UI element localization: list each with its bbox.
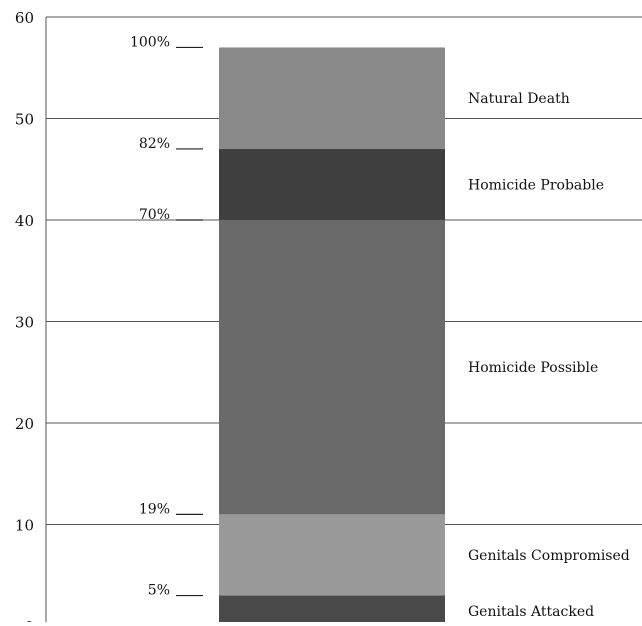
bar-segment	[219, 47, 445, 149]
y-tick-label: 10	[15, 517, 34, 535]
y-tick-label: 60	[15, 9, 34, 27]
percent-marker-label: 100%	[130, 34, 170, 50]
segment-label: Homicide Possible	[468, 360, 598, 376]
segment-label: Natural Death	[468, 91, 570, 107]
bar-segment	[219, 514, 445, 596]
y-tick-label: 0	[24, 618, 34, 622]
percent-marker-label: 5%	[148, 583, 170, 599]
bar-segment	[219, 220, 445, 515]
y-tick-label: 30	[15, 314, 34, 332]
y-tick-label: 50	[15, 111, 34, 129]
segment-label: Genitals Compromised	[468, 548, 630, 564]
y-tick-label: 20	[15, 415, 34, 433]
segment-labels: Genitals Attacked Genitals Compromised Hom…	[468, 91, 630, 620]
segment-label: Genitals Attacked	[468, 604, 594, 620]
y-tick-label: 40	[15, 212, 34, 230]
percent-markers: 5% 19% 70% 82% 100%	[130, 34, 203, 599]
y-axis: 0 10 20 30 40 50 60	[15, 9, 47, 626]
percent-marker-label: 70%	[139, 207, 170, 223]
segment-label: Homicide Probable	[468, 177, 604, 193]
bar-segment	[219, 148, 445, 220]
stacked-bar	[219, 47, 445, 626]
percent-marker-label: 19%	[139, 501, 170, 517]
bar-segment	[219, 595, 445, 626]
percent-marker-label: 82%	[139, 136, 170, 152]
